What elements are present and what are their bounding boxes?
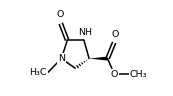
Text: N: N <box>58 54 65 63</box>
Text: O: O <box>111 30 119 39</box>
Polygon shape <box>89 57 108 61</box>
Text: CH₃: CH₃ <box>129 70 147 79</box>
Text: NH: NH <box>78 28 92 37</box>
Text: O: O <box>57 10 64 19</box>
Text: O: O <box>111 70 118 79</box>
Text: H₃C: H₃C <box>30 68 47 77</box>
